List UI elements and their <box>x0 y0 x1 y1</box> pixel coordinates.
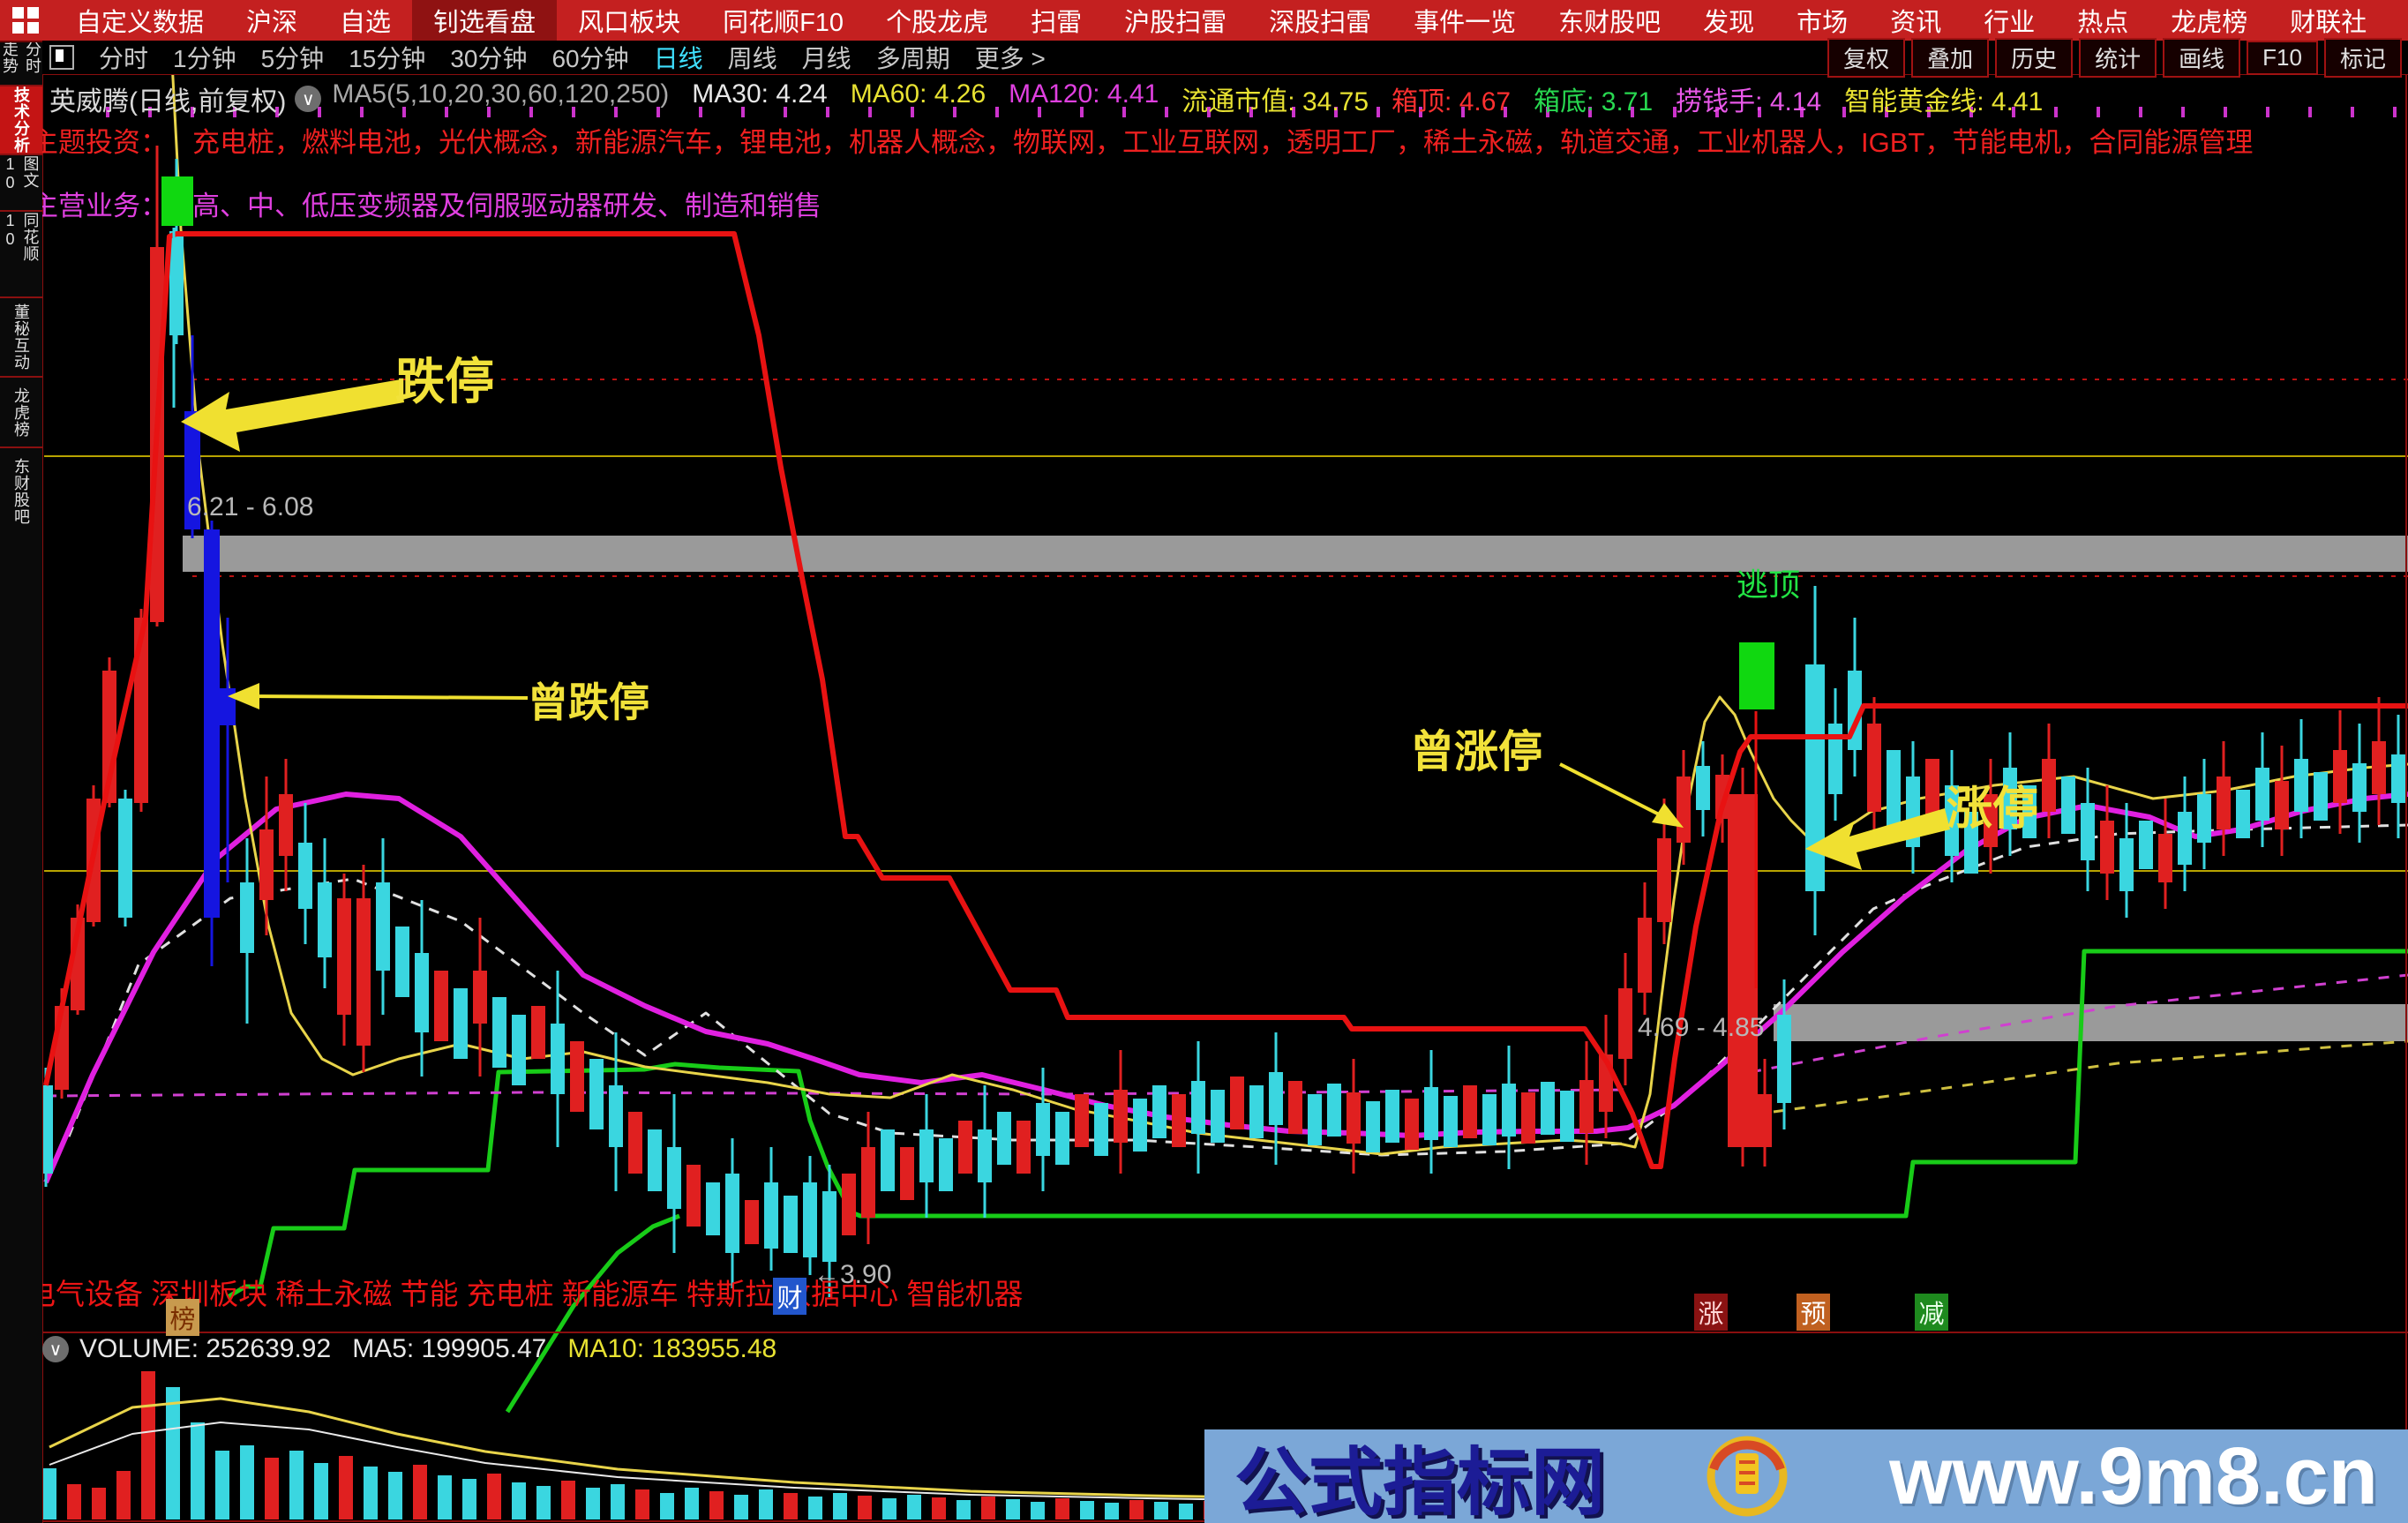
business-label: 主营业务： <box>31 191 168 221</box>
period-tab[interactable]: 30分钟 <box>450 45 528 72</box>
marker-bang: 榜 <box>166 1299 199 1336</box>
menu-item[interactable]: 东财股吧 <box>1558 9 1662 37</box>
sidebar-tab[interactable]: 龙虎榜 <box>0 376 42 446</box>
menu-item[interactable]: 龙虎榜 <box>2171 9 2248 37</box>
left-tab-strip: 分时走势技术分析 图文10 同花顺10 董秘互动 龙虎榜 东财股吧 <box>0 41 42 1523</box>
chevron-down-icon[interactable]: ∨ <box>295 86 322 112</box>
sidebar-tab[interactable]: 技术分析 <box>0 85 42 154</box>
header-value: 箱顶: 4.67 <box>1392 87 1512 116</box>
toolbar-button[interactable]: 叠加 <box>1911 37 1990 78</box>
theme-text: 充电桩，燃料电池，光伏概念，新能源汽车，锂电池，机器人概念，物联网，工业互联网，… <box>192 127 2254 158</box>
menu-item[interactable]: 行业 <box>1984 9 2036 37</box>
header-value: MA60: 4.26 <box>850 79 986 109</box>
menu-item[interactable]: 财联社 <box>2290 9 2367 37</box>
period-tab[interactable]: 5分钟 <box>260 45 325 72</box>
toolbar-right-buttons: 复权 叠加 历史 统计 画线 F10 标记 <box>1827 37 2408 78</box>
annotation-once-limit-up: 曾涨停 <box>1410 727 1542 777</box>
marker-cai: 财 <box>773 1278 806 1315</box>
theme-label: 主题投资： <box>31 127 168 158</box>
menu-item[interactable]: 深股扫雷 <box>1269 9 1372 37</box>
header-value: MA30: 4.24 <box>692 79 828 109</box>
menu-item[interactable]: 风口板块 <box>578 9 681 37</box>
business-text: 高、中、低压变频器及伺服驱动器研发、制造和销售 <box>192 191 821 221</box>
menu-item[interactable]: 钊选看盘 <box>412 0 558 43</box>
sidebar-tab[interactable]: 董秘互动 <box>0 296 42 376</box>
header-value: 智能黄金线: 4.41 <box>1844 87 2044 116</box>
period-tab[interactable]: 周线 <box>727 45 777 72</box>
menu-item[interactable]: 个股龙虎 <box>886 9 989 37</box>
sidebar-tab[interactable]: 同花顺10 <box>0 210 42 296</box>
toolbar-button[interactable]: 标记 <box>2323 37 2402 78</box>
menu-item[interactable]: 市场 <box>1797 9 1849 37</box>
volume-values: VOLUME: 252639.92 MA5: 199905.47 MA10: 183… <box>79 1334 798 1364</box>
annotation-once-limit-down: 曾跌停 <box>528 679 649 725</box>
volume-value: MA5: 199905.47 <box>352 1334 547 1363</box>
header-value: 捞钱手: 4.14 <box>1676 87 1822 116</box>
menu-item[interactable]: 资讯 <box>1890 9 1942 37</box>
period-tab[interactable]: 月线 <box>801 45 851 72</box>
menu-item[interactable]: 扫雷 <box>1031 9 1083 37</box>
volume-value: VOLUME: 252639.92 <box>79 1334 332 1363</box>
toolbar-button[interactable]: 历史 <box>1995 37 2074 78</box>
stock-title: 英威腾(日线,前复权) <box>49 87 287 116</box>
top-menu-bar: 自定义数据 沪深 自选 钊选看盘 风口板块 同花顺F10 个股龙虎 扫雷 沪股扫雷 深股扫雷 事件一… <box>0 0 2408 43</box>
menu-item[interactable]: 事件一览 <box>1414 9 1517 37</box>
header-value: MA120: 4.41 <box>1009 79 1159 109</box>
sidebar-tab[interactable]: 图文10 <box>0 154 42 210</box>
menu-item[interactable]: 自定义数据 <box>76 9 205 37</box>
annotation-escape-top: 逃顶 <box>1737 566 1801 603</box>
period-tab[interactable]: 60分钟 <box>551 45 629 72</box>
main-business-row: 主营业务： 高、中、低压变频器及伺服驱动器研发、制造和销售 <box>31 184 821 223</box>
marker-zhang: 涨 <box>1694 1294 1728 1331</box>
annotation-limit-up: 涨停 <box>1947 784 2039 835</box>
toolbar-button[interactable]: F10 <box>2247 40 2318 75</box>
marker-yu: 预 <box>1797 1294 1830 1331</box>
watermark-site-url: www.9m8.cn <box>1889 1430 2378 1521</box>
period-tab[interactable]: 多周期 <box>875 45 950 72</box>
period-toolbar: 分时 1分钟 5分钟 15分钟 30分钟 60分钟 日线 周线 月线 多周期 更多 > 复权 叠加 历史… <box>42 37 2408 78</box>
hamburger-menu-icon[interactable] <box>12 7 39 34</box>
chart-header: 英威腾(日线,前复权) ∨ MA5(5,10,20,30,60,120,250)… <box>49 79 2066 118</box>
menu-item[interactable]: 发现 <box>1703 9 1755 37</box>
header-value: 流通市值: 34.75 <box>1181 87 1369 116</box>
menu-item[interactable]: 沪深 <box>246 9 298 37</box>
period-tab[interactable]: 日线 <box>653 45 703 72</box>
chevron-down-icon[interactable]: ∨ <box>42 1336 69 1362</box>
period-tabs: 分时 1分钟 5分钟 15分钟 30分钟 60分钟 日线 周线 月线 多周期 更多 > <box>86 40 1058 75</box>
price-gap-label: 6.21 - 6.08 <box>187 492 314 521</box>
watermark-logo-icon <box>1707 1436 1788 1517</box>
menu-item[interactable]: 沪股扫雷 <box>1124 9 1227 37</box>
volume-value: MA10: 183955.48 <box>567 1334 777 1363</box>
volume-pane-header: ∨ VOLUME: 252639.92 MA5: 199905.47 MA10: 1… <box>42 1334 798 1364</box>
crash-range-label: 4.69 - 4.85 <box>1638 1013 1765 1042</box>
chart-type-icon[interactable] <box>49 45 74 70</box>
marker-jian: 减 <box>1915 1294 1948 1331</box>
low-price-label: ←3.90 <box>814 1260 892 1289</box>
watermark-site-name: 公式指标网 <box>1234 1440 1606 1523</box>
watermark-banner: 公式指标网 www.9m8.cn <box>1204 1429 2408 1523</box>
sidebar-tab[interactable]: 分时走势 <box>1 41 41 74</box>
header-value: MA5(5,10,20,30,60,120,250) <box>332 79 670 109</box>
period-tab[interactable]: 15分钟 <box>349 45 426 72</box>
menu-item[interactable]: 自选 <box>340 9 392 37</box>
indicator-values: MA5(5,10,20,30,60,120,250) MA30: 4.24 MA60… <box>332 79 2066 118</box>
annotation-limit-down: 跌停 <box>395 354 494 409</box>
period-tab[interactable]: 更多 > <box>974 45 1046 72</box>
theme-investment-row: 主题投资： 充电桩，燃料电池，光伏概念，新能源汽车，锂电池，机器人概念，物联网，工… <box>31 120 2253 160</box>
menu-item[interactable]: 热点 <box>2077 9 2129 37</box>
menu-item[interactable]: 同花顺F10 <box>723 9 844 37</box>
sidebar-tab[interactable]: 东财股吧 <box>0 446 42 535</box>
period-tab[interactable]: 分时 <box>99 45 149 72</box>
toolbar-button[interactable]: 复权 <box>1827 37 1906 78</box>
toolbar-button[interactable]: 统计 <box>2079 37 2157 78</box>
menu-items: 自定义数据 沪深 自选 钊选看盘 风口板块 同花顺F10 个股龙虎 扫雷 沪股扫雷 深股扫雷 事件一… <box>55 0 2408 43</box>
header-value: 箱底: 3.71 <box>1534 87 1654 116</box>
period-tab[interactable]: 1分钟 <box>173 45 236 72</box>
toolbar-button[interactable]: 画线 <box>2163 37 2241 78</box>
